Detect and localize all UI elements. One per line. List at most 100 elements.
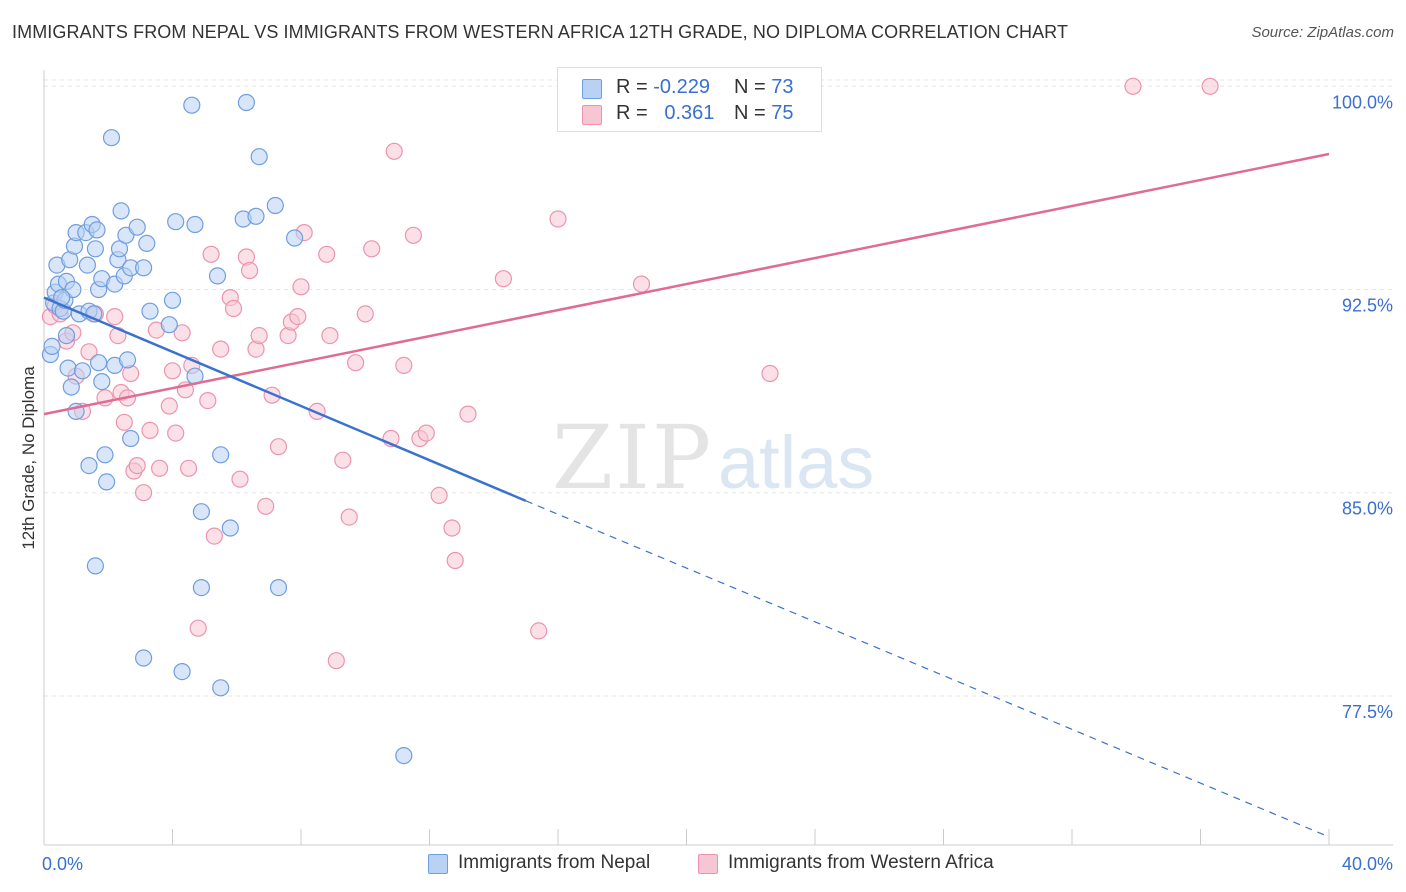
data-point xyxy=(163,362,182,380)
data-point xyxy=(205,527,223,545)
trend-line-nepal-extrapolated xyxy=(525,500,1330,838)
correlation-legend: R = -0.229 N = 73 R = 0.361 N = 75 xyxy=(557,67,822,132)
data-point xyxy=(78,256,97,274)
bottom-legend-label-nepal: Immigrants from Nepal xyxy=(458,852,651,873)
data-point xyxy=(128,457,146,475)
legend-row-western-africa: R = 0.361 N = 75 xyxy=(558,101,821,127)
bottom-legend-swatch-nepal xyxy=(428,854,448,874)
data-point xyxy=(430,486,448,504)
data-point xyxy=(224,299,243,318)
legend-swatch-nepal xyxy=(582,79,602,99)
data-point xyxy=(327,652,345,670)
legend-n-label: N = xyxy=(734,102,766,124)
data-point xyxy=(180,459,198,477)
data-point xyxy=(89,354,108,372)
data-point xyxy=(241,261,259,280)
data-point xyxy=(97,473,116,491)
data-point xyxy=(199,392,217,410)
data-point xyxy=(363,240,381,258)
data-point xyxy=(202,245,220,263)
data-point xyxy=(761,364,779,383)
y-tick-label: 92.5% xyxy=(1342,295,1393,315)
y-tick-label: 85.0% xyxy=(1342,499,1393,519)
data-point xyxy=(86,240,105,258)
data-point xyxy=(231,470,249,488)
data-point xyxy=(334,451,352,469)
data-point xyxy=(269,438,288,456)
legend-n-value-western-africa: 75 xyxy=(771,102,794,124)
grid-layer xyxy=(44,79,1393,697)
legend-r-value-nepal: -0.229 xyxy=(653,76,710,98)
data-point xyxy=(43,337,61,355)
data-point xyxy=(250,148,268,166)
data-point xyxy=(286,229,304,247)
bottom-legend-swatch-western-africa xyxy=(698,854,718,874)
series-western-africa-points xyxy=(41,77,1219,670)
x-tick-label: 40.0% xyxy=(1342,854,1393,874)
data-point xyxy=(395,746,413,765)
y-axis-label: 12th Grade, No Diploma xyxy=(19,366,38,550)
data-point xyxy=(160,316,178,334)
y-tick-label: 100.0% xyxy=(1332,92,1393,112)
data-point xyxy=(128,218,146,236)
data-point xyxy=(86,557,105,575)
data-point xyxy=(530,622,548,640)
data-point xyxy=(269,578,288,597)
data-point xyxy=(151,459,169,477)
trend-line-nepal xyxy=(43,296,527,503)
data-point xyxy=(1201,77,1219,95)
data-point xyxy=(93,373,111,391)
bottom-legend-label-western-africa: Immigrants from Western Africa xyxy=(728,852,994,873)
data-point xyxy=(395,356,413,374)
data-point xyxy=(73,362,92,380)
data-point xyxy=(135,484,153,502)
y-tick-label: 77.5% xyxy=(1342,702,1393,722)
data-point xyxy=(192,503,210,521)
data-point xyxy=(208,267,227,285)
watermark-atlas: atlas xyxy=(718,421,874,504)
data-point xyxy=(318,245,336,263)
legend-swatch-western-africa xyxy=(582,105,602,125)
data-point xyxy=(212,340,230,358)
data-point xyxy=(115,413,133,431)
data-point xyxy=(135,259,153,277)
source-credit: Source: ZipAtlas.com xyxy=(1251,24,1394,41)
data-point xyxy=(160,397,178,415)
data-point xyxy=(221,519,239,537)
data-point xyxy=(106,308,124,326)
data-point xyxy=(257,497,275,515)
series-nepal-points xyxy=(41,93,413,765)
data-point xyxy=(118,351,137,369)
data-point xyxy=(96,446,114,464)
data-point xyxy=(247,207,265,225)
data-point xyxy=(494,270,512,288)
data-point xyxy=(549,210,567,228)
data-point xyxy=(141,421,159,439)
tick-labels: 77.5% 85.0% 92.5% 100.0% 0.0% 40.0% xyxy=(42,92,1393,874)
legend-n-value-nepal: 73 xyxy=(771,76,794,98)
data-point xyxy=(250,327,268,345)
data-point xyxy=(1124,77,1142,95)
data-point xyxy=(212,446,230,464)
data-point xyxy=(80,457,98,475)
data-point xyxy=(112,202,130,220)
data-point xyxy=(189,619,207,637)
legend-r-value-western-africa: 0.361 xyxy=(664,102,715,124)
legend-r-label: R = xyxy=(616,102,648,124)
trend-lines xyxy=(43,152,1330,838)
watermark-zip: ZIP xyxy=(552,406,713,509)
data-point xyxy=(141,302,159,320)
data-point xyxy=(446,551,464,570)
data-point xyxy=(459,405,477,423)
legend-r-label: R = xyxy=(616,76,648,98)
data-point xyxy=(167,213,185,231)
data-point xyxy=(356,305,374,323)
trend-line-western-africa xyxy=(43,152,1330,416)
data-point xyxy=(347,354,365,372)
data-point xyxy=(321,327,339,345)
data-point xyxy=(80,343,98,361)
watermark: ZIP atlas xyxy=(552,406,874,509)
x-tick-label: 0.0% xyxy=(42,854,83,874)
data-point xyxy=(632,275,651,293)
legend-row-nepal: R = -0.229 N = 73 xyxy=(558,75,821,101)
